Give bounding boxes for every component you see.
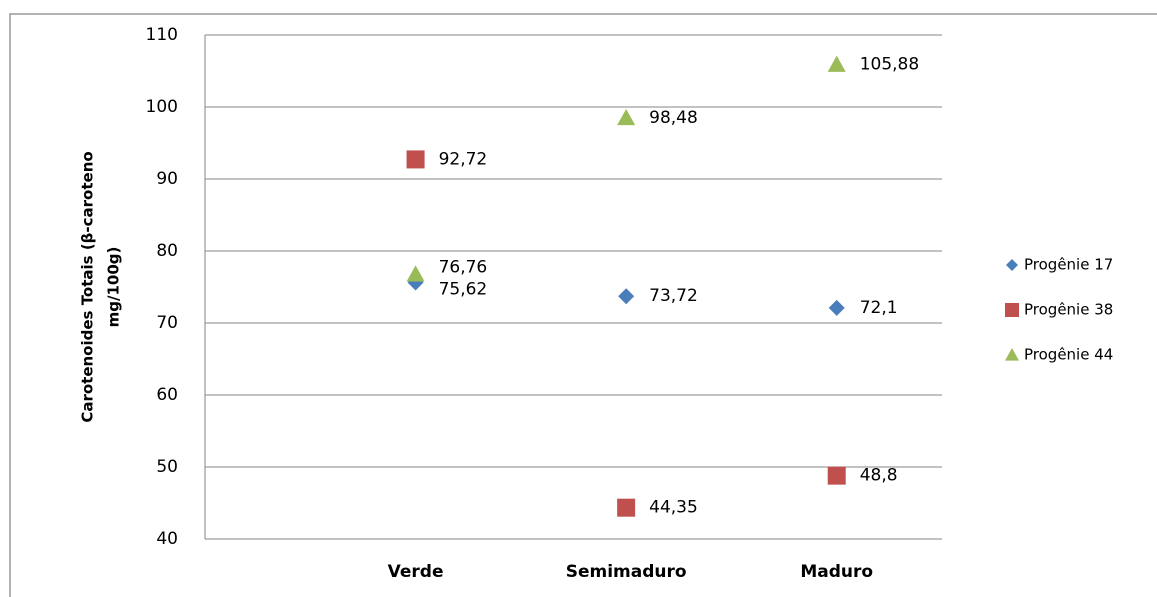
y-axis-label: Carotenoides Totais (β-caroteno mg/100g) — [79, 151, 123, 422]
x-tick-label: Verde — [388, 562, 444, 582]
x-tick-label: Semimaduro — [566, 562, 687, 582]
data-label: 75,62 — [439, 279, 488, 299]
legend-label: Progênie 17 — [1024, 256, 1113, 274]
x-tick-label: Maduro — [800, 562, 873, 582]
y-tick-label: 60 — [156, 385, 178, 405]
marker — [1006, 259, 1018, 271]
marker — [617, 108, 636, 126]
marker — [1005, 348, 1019, 361]
y-tick-label: 100 — [146, 97, 178, 117]
marker — [828, 299, 845, 316]
y-tick-label: 40 — [156, 529, 178, 549]
y-axis-label-line: mg/100g) — [105, 247, 123, 328]
marker — [406, 265, 425, 282]
y-tick-label: 70 — [156, 313, 178, 333]
y-tick-label: 50 — [156, 457, 178, 477]
marker — [617, 498, 636, 517]
y-tick-label: 110 — [146, 25, 178, 45]
y-tick-label: 90 — [156, 169, 178, 189]
data-label: 73,72 — [649, 286, 698, 306]
chart-frame — [9, 13, 1157, 597]
marker — [1005, 303, 1019, 317]
marker — [618, 288, 635, 305]
data-label: 105,88 — [860, 55, 919, 75]
data-label: 48,8 — [860, 466, 898, 486]
data-label: 92,72 — [439, 149, 488, 169]
marker — [827, 466, 846, 485]
y-axis-label-line: Carotenoides Totais (β-caroteno — [79, 151, 97, 422]
y-tick-label: 80 — [156, 241, 178, 261]
data-label: 76,76 — [439, 257, 488, 277]
marker — [406, 150, 425, 169]
data-label: 72,1 — [860, 298, 898, 318]
data-label: 44,35 — [649, 498, 698, 518]
legend-label: Progênie 44 — [1024, 346, 1113, 364]
marker — [827, 55, 846, 72]
legend-label: Progênie 38 — [1024, 301, 1113, 319]
data-label: 98,48 — [649, 108, 698, 128]
